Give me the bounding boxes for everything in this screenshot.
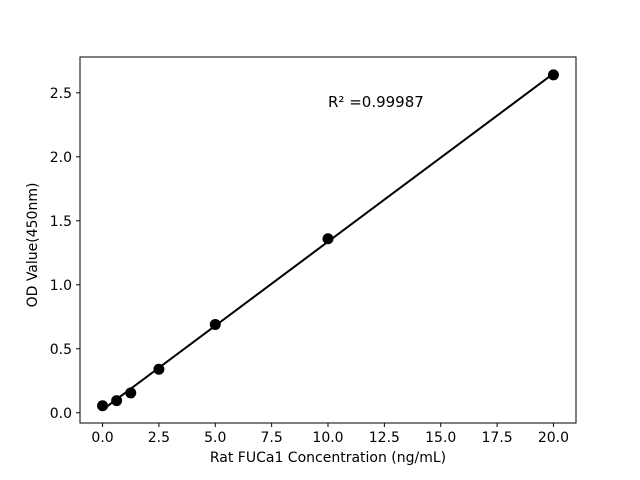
data-point — [153, 363, 165, 375]
x-tick-label: 2.5 — [148, 430, 170, 446]
x-tick-label: 5.0 — [204, 430, 226, 446]
y-tick-label: 0.5 — [50, 342, 72, 358]
x-tick-label: 12.5 — [369, 430, 400, 446]
x-axis-label: Rat FUCa1 Concentration (ng/mL) — [209, 450, 447, 466]
data-point — [111, 395, 123, 407]
x-tick-label: 17.5 — [482, 430, 513, 446]
data-point — [322, 233, 334, 245]
y-tick-label: 2.5 — [50, 86, 72, 102]
x-tick-label: 15.0 — [425, 430, 456, 446]
y-axis-label: OD Value(450nm) — [25, 182, 41, 308]
x-tick-label: 10.0 — [312, 430, 343, 446]
y-tick-label: 2.0 — [50, 150, 72, 166]
data-point — [125, 387, 137, 399]
x-tick-label: 0.0 — [91, 430, 113, 446]
y-tick-label: 1.5 — [50, 214, 72, 230]
data-point — [547, 69, 559, 81]
x-tick-label: 7.5 — [261, 430, 283, 446]
data-point — [97, 400, 109, 412]
y-tick-label: 0.0 — [50, 406, 72, 422]
y-tick-label: 1.0 — [50, 278, 72, 294]
data-point — [209, 318, 221, 330]
r-squared-annotation: R² =0.99987 — [328, 93, 424, 111]
x-tick-label: 20.0 — [538, 430, 569, 446]
